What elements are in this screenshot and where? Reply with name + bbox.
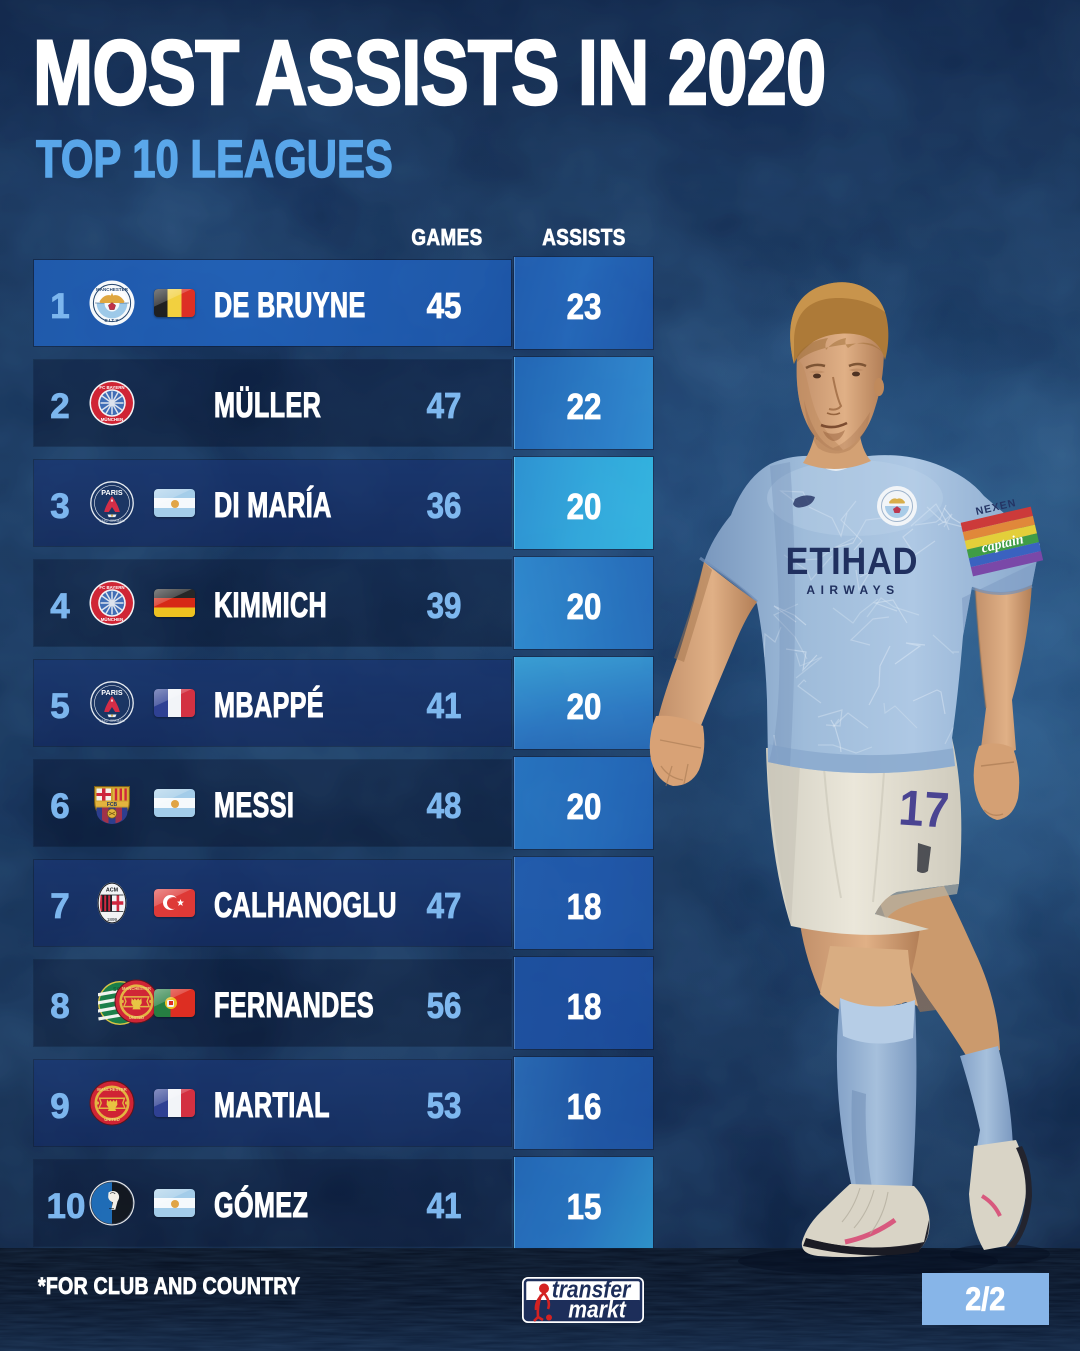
svg-text:markt: markt	[568, 1296, 627, 1323]
svg-text:transfer: transfer	[552, 1276, 632, 1303]
svg-text:AIRWAYS: AIRWAYS	[806, 583, 899, 597]
svg-text:17: 17	[897, 780, 951, 839]
svg-text:ETIHAD: ETIHAD	[786, 539, 919, 582]
